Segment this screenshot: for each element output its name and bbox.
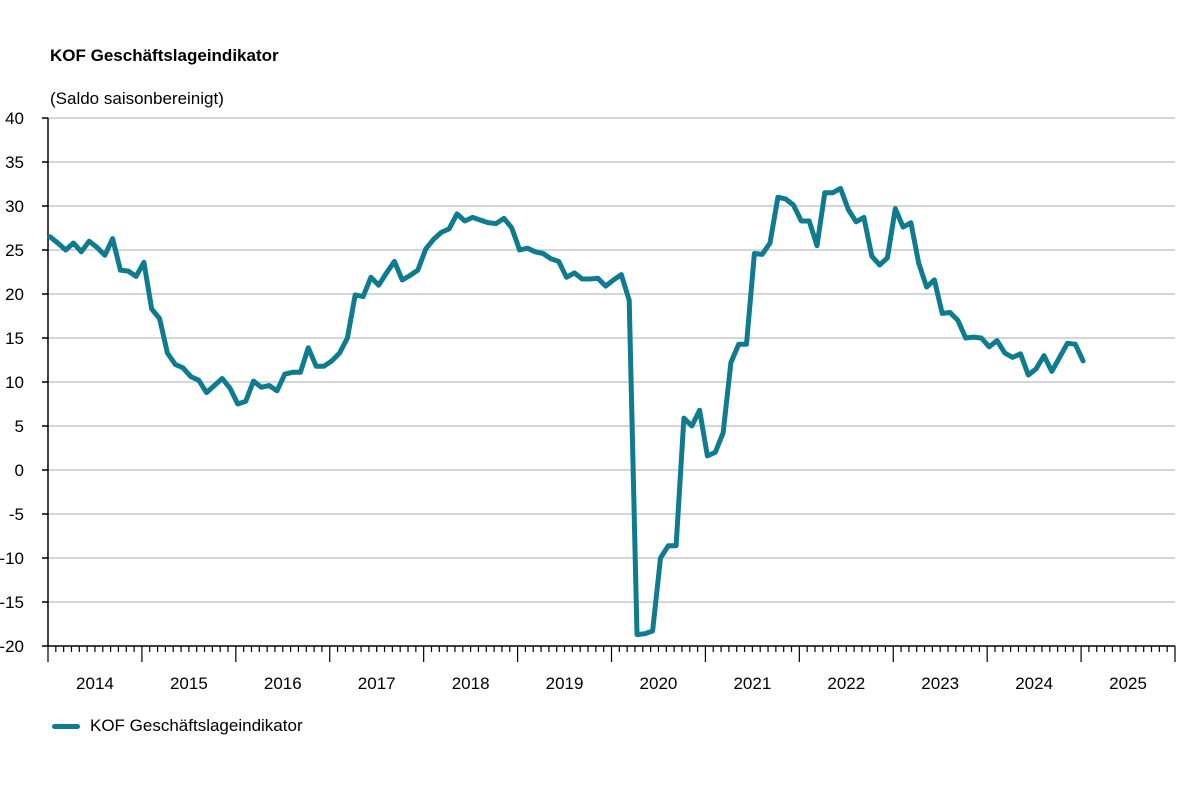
series-line — [47, 185, 1086, 638]
chart-subtitle: (Saldo saisonbereinigt) — [50, 89, 224, 108]
x-tick-label: 2015 — [170, 674, 208, 693]
legend-label: KOF Geschäftslageindikator — [90, 716, 303, 735]
y-tick-label: -15 — [0, 593, 24, 612]
legend: KOF Geschäftslageindikator — [52, 716, 303, 736]
x-tick-label: 2018 — [452, 674, 490, 693]
y-tick-label: 25 — [5, 241, 24, 260]
chart-title: KOF Geschäftslageindikator — [50, 46, 279, 65]
x-tick-label: 2024 — [1015, 674, 1053, 693]
x-tick-label: 2020 — [640, 674, 678, 693]
y-tick-label: 5 — [15, 417, 24, 436]
y-tick-label: 40 — [5, 109, 24, 128]
y-tick-label: -20 — [0, 637, 24, 656]
x-tick-label: 2022 — [827, 674, 865, 693]
x-tick-label: 2017 — [358, 674, 396, 693]
y-tick-label: 35 — [5, 153, 24, 172]
x-tick-label: 2023 — [921, 674, 959, 693]
y-tick-label: -10 — [0, 549, 24, 568]
y-tick-label: 15 — [5, 329, 24, 348]
x-tick-label: 2021 — [733, 674, 771, 693]
x-tick-label: 2019 — [546, 674, 584, 693]
y-tick-label: -5 — [9, 505, 24, 524]
y-tick-label: 10 — [5, 373, 24, 392]
y-tick-label: 30 — [5, 197, 24, 216]
x-tick-label: 2025 — [1109, 674, 1147, 693]
x-tick-label: 2014 — [76, 674, 114, 693]
y-tick-label: 0 — [15, 461, 24, 480]
legend-swatch — [52, 723, 80, 729]
y-tick-label: 20 — [5, 285, 24, 304]
x-tick-label: 2016 — [264, 674, 302, 693]
